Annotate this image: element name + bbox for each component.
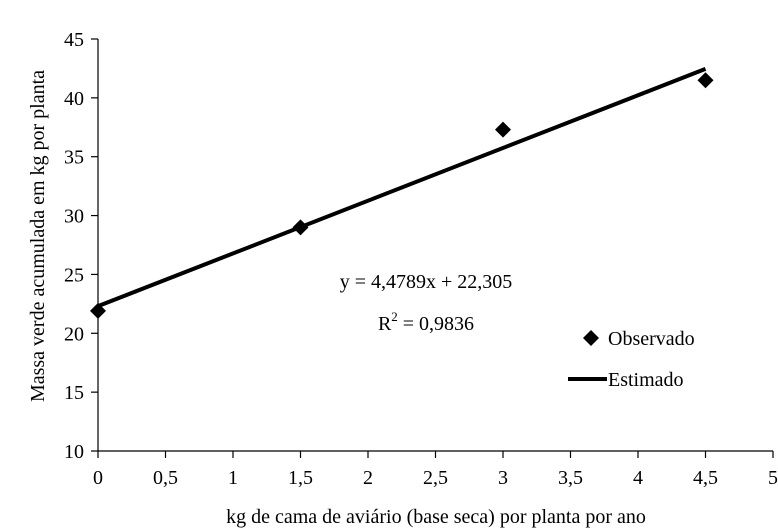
x-axis-title: kg de cama de aviário (base seca) por pl… xyxy=(226,506,646,528)
y-axis-ticks: 10 15 20 25 30 35 40 45 xyxy=(64,29,98,463)
r-squared-superscript: 2 xyxy=(391,309,398,324)
x-tick-label: 0 xyxy=(93,467,103,489)
y-tick-label: 30 xyxy=(64,206,84,228)
y-tick-label: 35 xyxy=(64,147,84,169)
regression-equation: y = 4,4789x + 22,305 xyxy=(340,271,513,293)
y-tick-label: 25 xyxy=(64,264,84,286)
x-tick-label: 1 xyxy=(228,467,238,489)
x-tick-label: 3 xyxy=(498,467,508,489)
x-tick-label: 5 xyxy=(768,467,778,489)
observado-point xyxy=(292,219,309,236)
y-tick-label: 40 xyxy=(64,88,84,110)
x-tick-label: 4,5 xyxy=(693,467,718,489)
y-tick-label: 20 xyxy=(64,323,84,345)
estimado-trend-line xyxy=(97,67,707,309)
legend-observado-label: Observado xyxy=(608,328,695,350)
x-tick-label: 1,5 xyxy=(288,467,313,489)
y-tick-label: 10 xyxy=(64,441,84,463)
x-tick-label: 3,5 xyxy=(558,467,583,489)
observado-point xyxy=(697,72,714,89)
y-tick-label: 45 xyxy=(64,29,84,51)
series-layer xyxy=(90,67,714,319)
legend-observado-marker xyxy=(583,330,599,346)
x-tick-label: 2 xyxy=(363,467,373,489)
legend: Observado Estimado xyxy=(568,328,695,391)
y-tick-label: 15 xyxy=(64,382,84,404)
legend-estimado-label: Estimado xyxy=(608,369,684,391)
r-squared-label: R2 = 0,9836 xyxy=(378,309,474,335)
x-tick-label: 0,5 xyxy=(153,467,178,489)
observado-point xyxy=(90,302,106,319)
y-axis-title: Massa verde acumulada em kg por planta xyxy=(27,70,49,402)
observado-point xyxy=(495,121,511,138)
r-squared-value: = 0,9836 xyxy=(398,313,474,335)
x-tick-label: 4 xyxy=(633,467,643,489)
x-axis-ticks: 0 0,5 1 1,5 2 2,5 3 3,5 4 4,5 5 xyxy=(93,451,778,489)
r-squared-prefix: R xyxy=(378,313,392,335)
x-tick-label: 2,5 xyxy=(423,467,448,489)
